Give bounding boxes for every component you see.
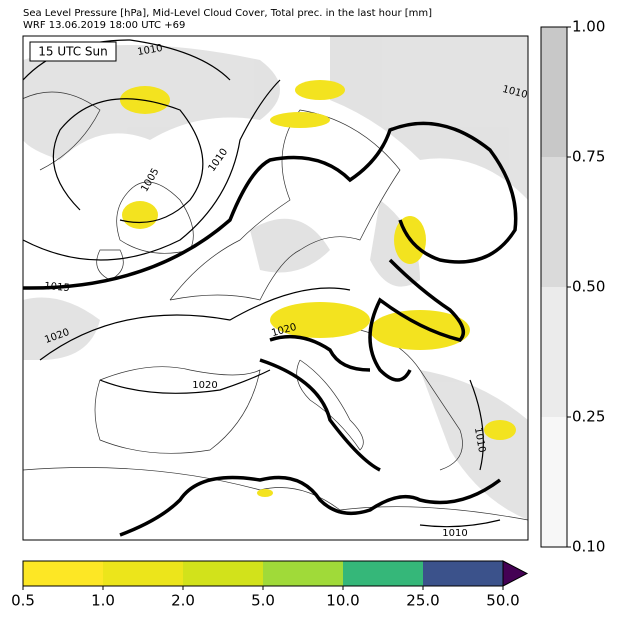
precipitation <box>120 80 516 497</box>
cloud-colorbar: 1.00 0.75 0.50 0.25 0.10 <box>540 18 605 556</box>
colorbar-tick-label: 10.0 <box>326 592 359 610</box>
title-line-2: WRF 13.06.2019 18:00 UTC +69 <box>23 20 185 31</box>
colorbar-segment <box>423 561 503 586</box>
precip-colorbar: 0.5 1.0 2.0 5.0 10.0 25.0 50.0 <box>11 560 529 610</box>
colorbar-segment <box>103 561 183 586</box>
colorbar-segment <box>541 27 567 157</box>
colorbar-tick-label: 0.50 <box>572 278 605 296</box>
colorbar-tick-label: 0.5 <box>11 592 35 610</box>
title-line-1: Sea Level Pressure [hPa], Mid-Level Clou… <box>23 8 432 19</box>
colorbar-segment <box>23 561 103 586</box>
colorbar-tick-label: 2.0 <box>171 592 195 610</box>
contour-label: 1010 <box>442 528 467 539</box>
contour-label: 1020 <box>192 380 217 391</box>
colorbar-tick-label: 25.0 <box>406 592 439 610</box>
pressure-contours <box>23 39 518 537</box>
colorbar-tick-label: 0.25 <box>572 408 605 426</box>
contour-label: 1010 <box>137 43 164 58</box>
map-frame <box>22 35 529 541</box>
colorbar-segment <box>541 157 567 287</box>
colorbar-tick-label: 0.75 <box>572 148 605 166</box>
colorbar-segment <box>183 561 263 586</box>
contour-label: 1015 <box>44 281 70 294</box>
time-box <box>29 41 117 62</box>
colorbar-segment <box>541 417 567 547</box>
colorbar-segment <box>263 561 343 586</box>
colorbar-segment <box>343 561 423 586</box>
colorbar-tick-label: 50.0 <box>486 592 519 610</box>
colorbar-tick-label: 1.00 <box>572 18 605 36</box>
coastlines <box>23 91 528 521</box>
map: 1010 1010 1005 1010 1015 1020 1020 1020 … <box>22 35 529 541</box>
colorbar-segment <box>541 287 567 417</box>
colorbar-extend <box>502 560 529 587</box>
colorbar-tick-label: 0.10 <box>572 538 605 556</box>
colorbar-tick-label: 1.0 <box>91 592 115 610</box>
contour-label: 1010 <box>472 427 487 454</box>
time-label: 15 UTC Sun <box>38 45 108 59</box>
colorbar-tick-label: 5.0 <box>251 592 275 610</box>
